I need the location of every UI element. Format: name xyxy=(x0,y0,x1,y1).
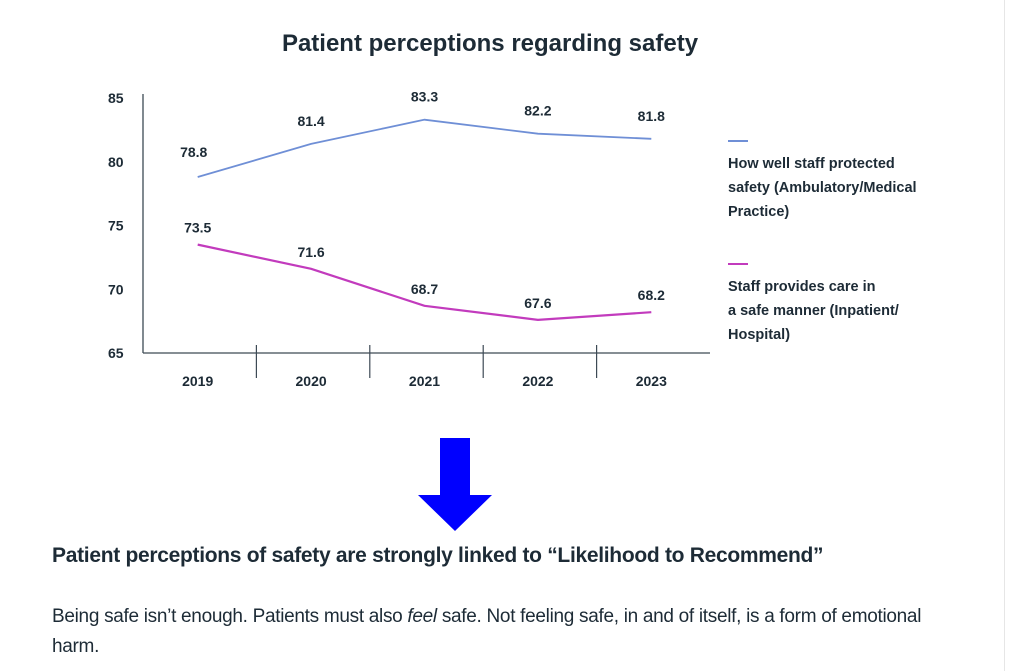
legend-label-line: safety (Ambulatory/Medical xyxy=(728,180,917,196)
body-paragraph: Being safe isn’t enough. Patients must a… xyxy=(52,602,952,662)
data-label: 68.7 xyxy=(411,281,438,297)
legend-label-line: Hospital) xyxy=(728,327,791,343)
paragraph-emphasis: feel xyxy=(407,606,437,627)
legend-item-ambulatory: How well staff protected safety (Ambulat… xyxy=(728,140,948,224)
y-tick-label: 85 xyxy=(108,90,124,106)
data-label: 71.6 xyxy=(297,244,324,260)
x-tick-label: 2019 xyxy=(182,373,213,389)
data-label: 81.4 xyxy=(297,113,324,129)
y-tick-label: 75 xyxy=(108,218,124,234)
x-tick-label: 2023 xyxy=(636,373,667,389)
data-label: 83.3 xyxy=(411,89,438,105)
section-heading: Patient perceptions of safety are strong… xyxy=(52,544,824,567)
data-label: 67.6 xyxy=(524,295,551,311)
y-tick-label: 80 xyxy=(108,154,124,170)
line-chart: 65 70 75 80 85 2019 2020 2021 2022 2023 78.8 81.4 83… xyxy=(108,89,710,389)
legend-swatch xyxy=(728,263,748,265)
paragraph-text: safe. Not feeling safe, in and of itself… xyxy=(52,606,922,657)
down-arrow-icon xyxy=(418,438,492,531)
x-tick-label: 2021 xyxy=(409,373,440,389)
y-tick-label: 70 xyxy=(108,281,124,297)
chart-title: Patient perceptions regarding safety xyxy=(281,30,699,57)
legend-label-line: How well staff protected xyxy=(728,156,895,172)
legend-label-line: Staff provides care in xyxy=(728,279,876,295)
legend-label-line: Practice) xyxy=(728,204,790,220)
data-label: 68.2 xyxy=(638,287,665,303)
x-tick-label: 2020 xyxy=(296,373,327,389)
page-edge-divider xyxy=(1004,0,1005,671)
data-label: 78.8 xyxy=(180,144,207,160)
legend-swatch xyxy=(728,140,748,142)
x-tick-label: 2022 xyxy=(522,373,553,389)
legend-label-line: a safe manner (Inpatient/ xyxy=(728,303,899,319)
legend-item-inpatient: Staff provides care in a safe manner (In… xyxy=(728,263,948,347)
data-label: 81.8 xyxy=(638,108,665,124)
data-label: 73.5 xyxy=(184,220,211,236)
data-label: 82.2 xyxy=(524,103,551,119)
y-tick-label: 65 xyxy=(108,345,124,361)
paragraph-text: Being safe isn’t enough. Patients must a… xyxy=(52,606,408,627)
